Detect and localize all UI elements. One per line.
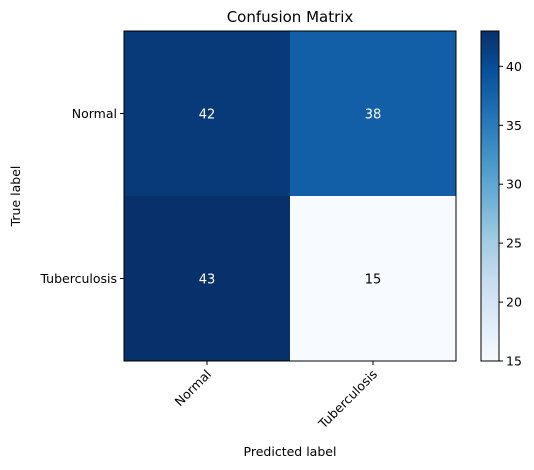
heatmap-cell <box>124 196 290 361</box>
heatmap-cell <box>124 31 290 196</box>
colorbar-ticks: 15 20 25 30 35 40 <box>499 59 522 369</box>
cell-value-label: 43 <box>199 273 216 288</box>
cell-value-label: 42 <box>199 108 216 123</box>
x-tick-label: Tuberculosis <box>315 367 380 432</box>
cell-value-label: 15 <box>365 273 382 288</box>
chart-title: Confusion Matrix <box>227 8 354 26</box>
y-tick-label: Normal <box>72 106 117 121</box>
heatmap-cells <box>124 31 456 361</box>
colorbar-tick-label: 35 <box>506 118 522 133</box>
colorbar-tick-label: 20 <box>506 295 522 310</box>
colorbar-tick-label: 30 <box>506 177 522 192</box>
x-axis-ticks: Normal Tuberculosis <box>172 361 380 432</box>
x-tick-label: Normal <box>172 367 215 410</box>
colorbar-tick-label: 15 <box>506 354 522 369</box>
x-axis-label: Predicted label <box>244 444 337 459</box>
heatmap-cell <box>290 31 456 196</box>
y-axis-label: True label <box>8 166 23 228</box>
colorbar-tick-label: 25 <box>506 236 522 251</box>
y-axis-ticks: Normal Tuberculosis <box>39 106 124 286</box>
y-tick-label: Tuberculosis <box>39 271 117 286</box>
colorbar-tick-label: 40 <box>506 59 522 74</box>
plot-frame <box>123 30 457 362</box>
heatmap-cell <box>290 196 456 361</box>
colorbar <box>480 30 500 362</box>
heatmap-cell-labels: 42 38 43 15 <box>199 108 382 288</box>
cell-value-label: 38 <box>365 108 382 123</box>
